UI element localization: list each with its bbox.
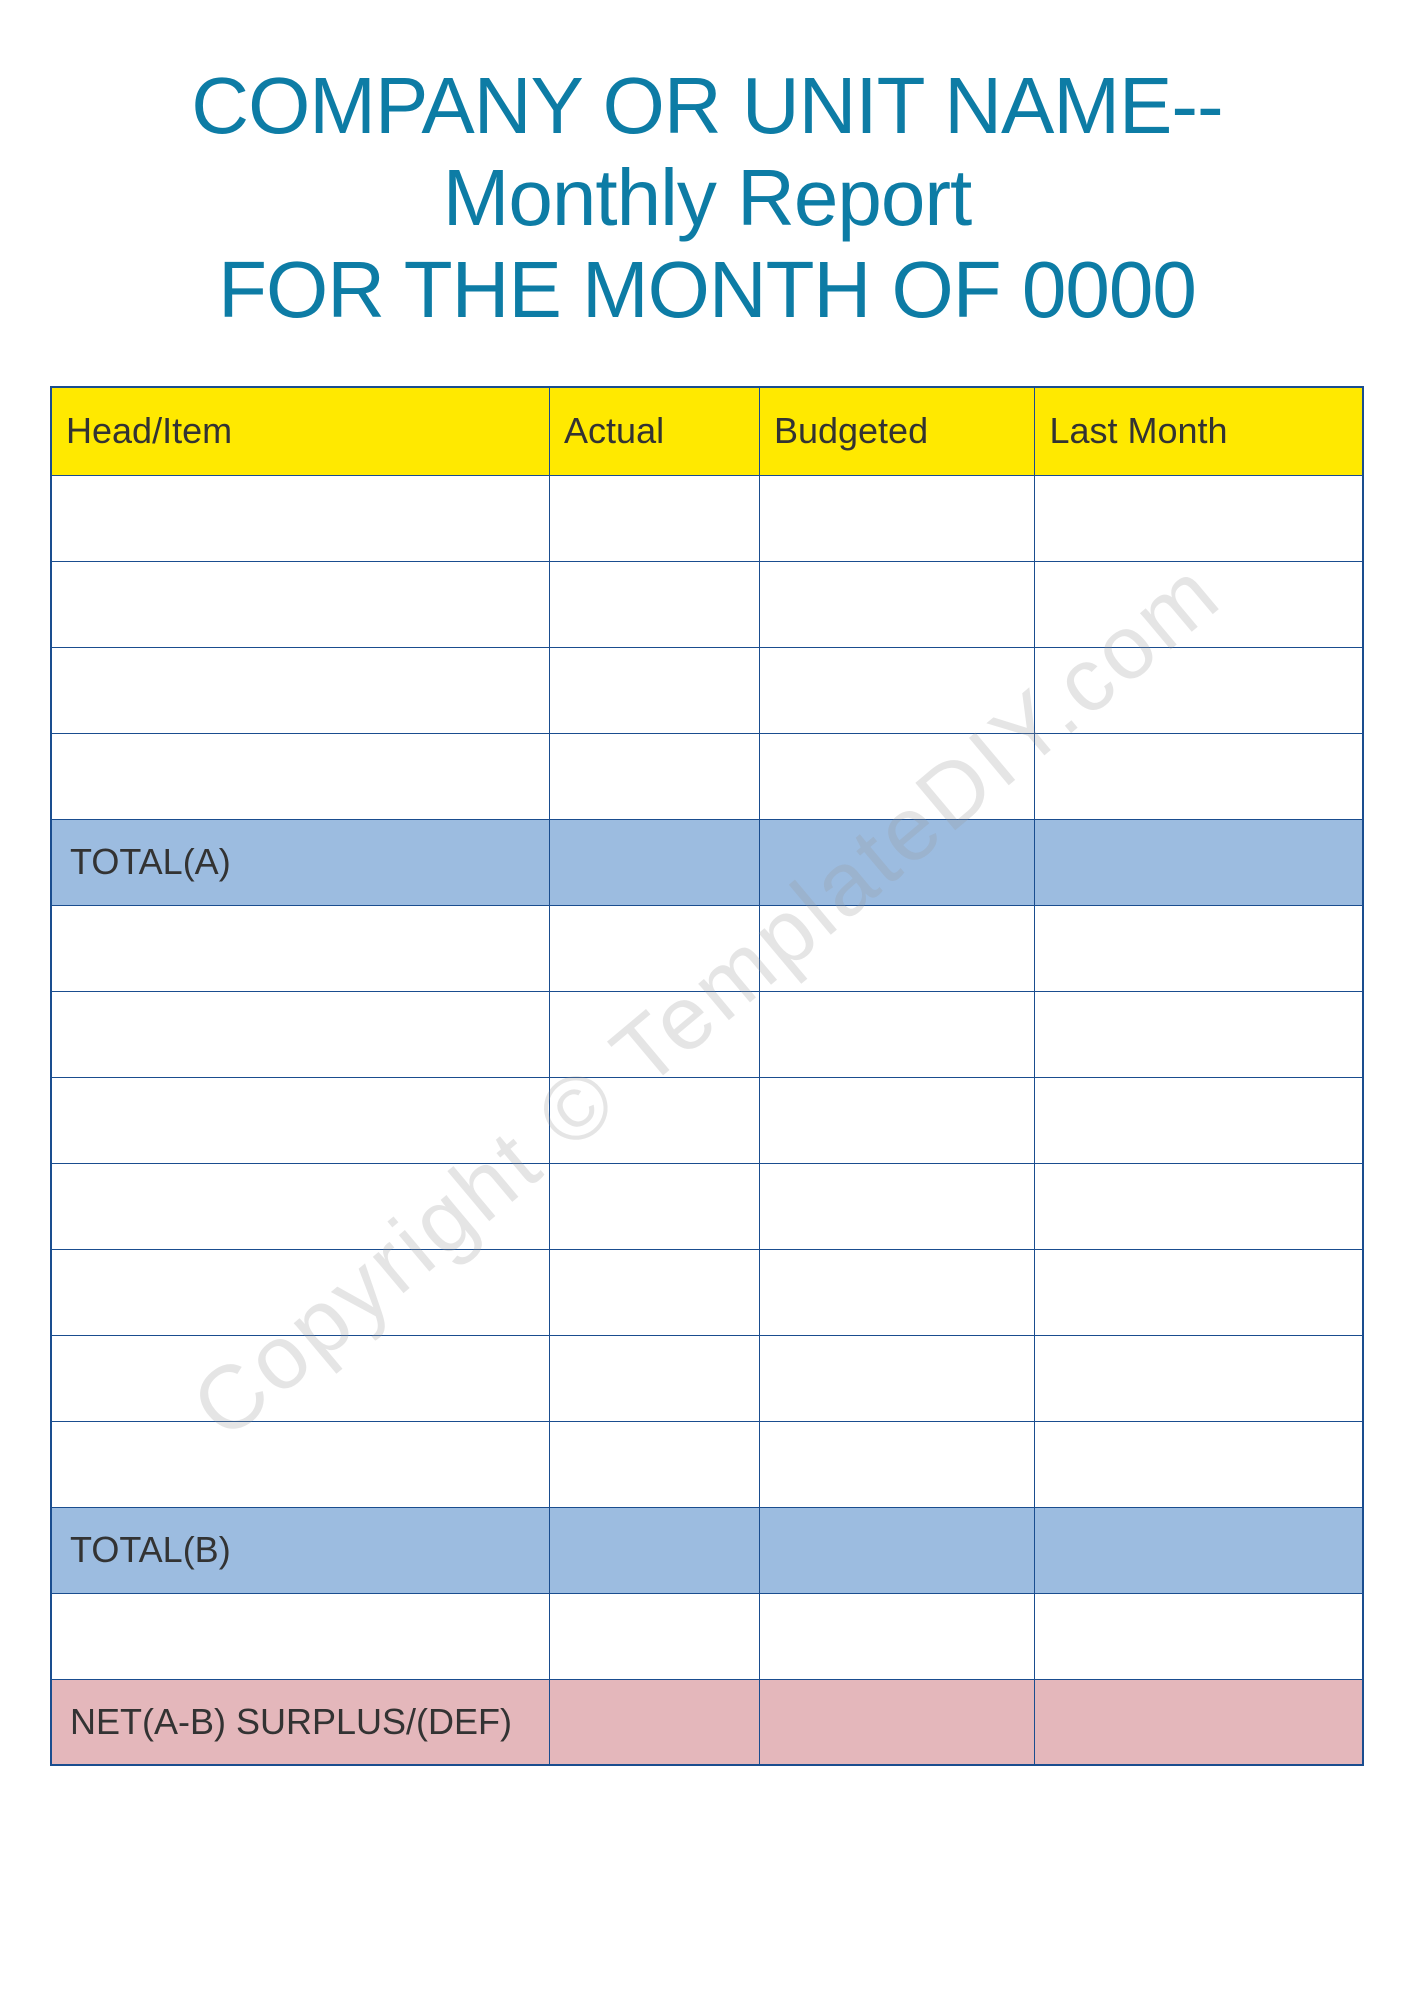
table-row xyxy=(51,1593,1363,1679)
cell-budgeted xyxy=(759,733,1035,819)
cell-budgeted xyxy=(759,1163,1035,1249)
cell-actual xyxy=(550,561,760,647)
cell-lastmonth xyxy=(1035,1249,1363,1335)
table-row xyxy=(51,475,1363,561)
cell-item: NET(A-B) SURPLUS/(DEF) xyxy=(51,1679,550,1765)
cell-item xyxy=(51,733,550,819)
cell-actual xyxy=(550,1593,760,1679)
table-row xyxy=(51,1335,1363,1421)
cell-budgeted xyxy=(759,1507,1035,1593)
table-row xyxy=(51,1077,1363,1163)
table-row xyxy=(51,1163,1363,1249)
cell-item xyxy=(51,1421,550,1507)
cell-actual xyxy=(550,647,760,733)
cell-budgeted xyxy=(759,561,1035,647)
header-line-2: Monthly Report xyxy=(50,152,1364,244)
table-row xyxy=(51,561,1363,647)
cell-actual xyxy=(550,1335,760,1421)
table-row xyxy=(51,1249,1363,1335)
cell-lastmonth xyxy=(1035,647,1363,733)
cell-budgeted xyxy=(759,647,1035,733)
cell-lastmonth xyxy=(1035,905,1363,991)
cell-lastmonth xyxy=(1035,1593,1363,1679)
cell-budgeted xyxy=(759,475,1035,561)
cell-actual xyxy=(550,733,760,819)
subtotal-row-b: TOTAL(B) xyxy=(51,1507,1363,1593)
cell-item: TOTAL(A) xyxy=(51,819,550,905)
cell-budgeted xyxy=(759,905,1035,991)
table-row xyxy=(51,1421,1363,1507)
cell-lastmonth xyxy=(1035,561,1363,647)
cell-item xyxy=(51,1249,550,1335)
cell-lastmonth xyxy=(1035,1163,1363,1249)
cell-item xyxy=(51,647,550,733)
cell-item xyxy=(51,475,550,561)
cell-lastmonth xyxy=(1035,1335,1363,1421)
cell-item xyxy=(51,991,550,1077)
cell-actual xyxy=(550,475,760,561)
cell-budgeted xyxy=(759,819,1035,905)
cell-budgeted xyxy=(759,1593,1035,1679)
cell-budgeted xyxy=(759,1249,1035,1335)
table-header-row: Head/Item Actual Budgeted Last Month xyxy=(51,387,1363,475)
cell-actual xyxy=(550,1507,760,1593)
cell-budgeted xyxy=(759,1679,1035,1765)
cell-item xyxy=(51,1077,550,1163)
cell-actual xyxy=(550,1421,760,1507)
col-header-budgeted: Budgeted xyxy=(759,387,1035,475)
cell-actual xyxy=(550,1077,760,1163)
cell-item xyxy=(51,1335,550,1421)
cell-lastmonth xyxy=(1035,733,1363,819)
table-row xyxy=(51,991,1363,1077)
header-line-1: COMPANY OR UNIT NAME-- xyxy=(50,60,1364,152)
cell-item xyxy=(51,905,550,991)
cell-item: TOTAL(B) xyxy=(51,1507,550,1593)
cell-budgeted xyxy=(759,1077,1035,1163)
cell-actual xyxy=(550,819,760,905)
cell-lastmonth xyxy=(1035,475,1363,561)
cell-actual xyxy=(550,905,760,991)
cell-budgeted xyxy=(759,1421,1035,1507)
cell-actual xyxy=(550,1249,760,1335)
subtotal-row-a: TOTAL(A) xyxy=(51,819,1363,905)
cell-lastmonth xyxy=(1035,1507,1363,1593)
cell-lastmonth xyxy=(1035,1421,1363,1507)
col-header-lastmonth: Last Month xyxy=(1035,387,1363,475)
col-header-item: Head/Item xyxy=(51,387,550,475)
table-row xyxy=(51,905,1363,991)
header-line-3: FOR THE MONTH OF 0000 xyxy=(50,244,1364,336)
net-row: NET(A-B) SURPLUS/(DEF) xyxy=(51,1679,1363,1765)
cell-lastmonth xyxy=(1035,1679,1363,1765)
monthly-report-table: Head/Item Actual Budgeted Last Month xyxy=(50,386,1364,1766)
table-row xyxy=(51,733,1363,819)
cell-item xyxy=(51,561,550,647)
cell-item xyxy=(51,1593,550,1679)
cell-budgeted xyxy=(759,991,1035,1077)
col-header-actual: Actual xyxy=(550,387,760,475)
cell-lastmonth xyxy=(1035,991,1363,1077)
cell-lastmonth xyxy=(1035,1077,1363,1163)
cell-actual xyxy=(550,1163,760,1249)
cell-actual xyxy=(550,991,760,1077)
cell-budgeted xyxy=(759,1335,1035,1421)
cell-lastmonth xyxy=(1035,819,1363,905)
cell-item xyxy=(51,1163,550,1249)
table-row xyxy=(51,647,1363,733)
cell-actual xyxy=(550,1679,760,1765)
report-header: COMPANY OR UNIT NAME-- Monthly Report FO… xyxy=(50,60,1364,336)
